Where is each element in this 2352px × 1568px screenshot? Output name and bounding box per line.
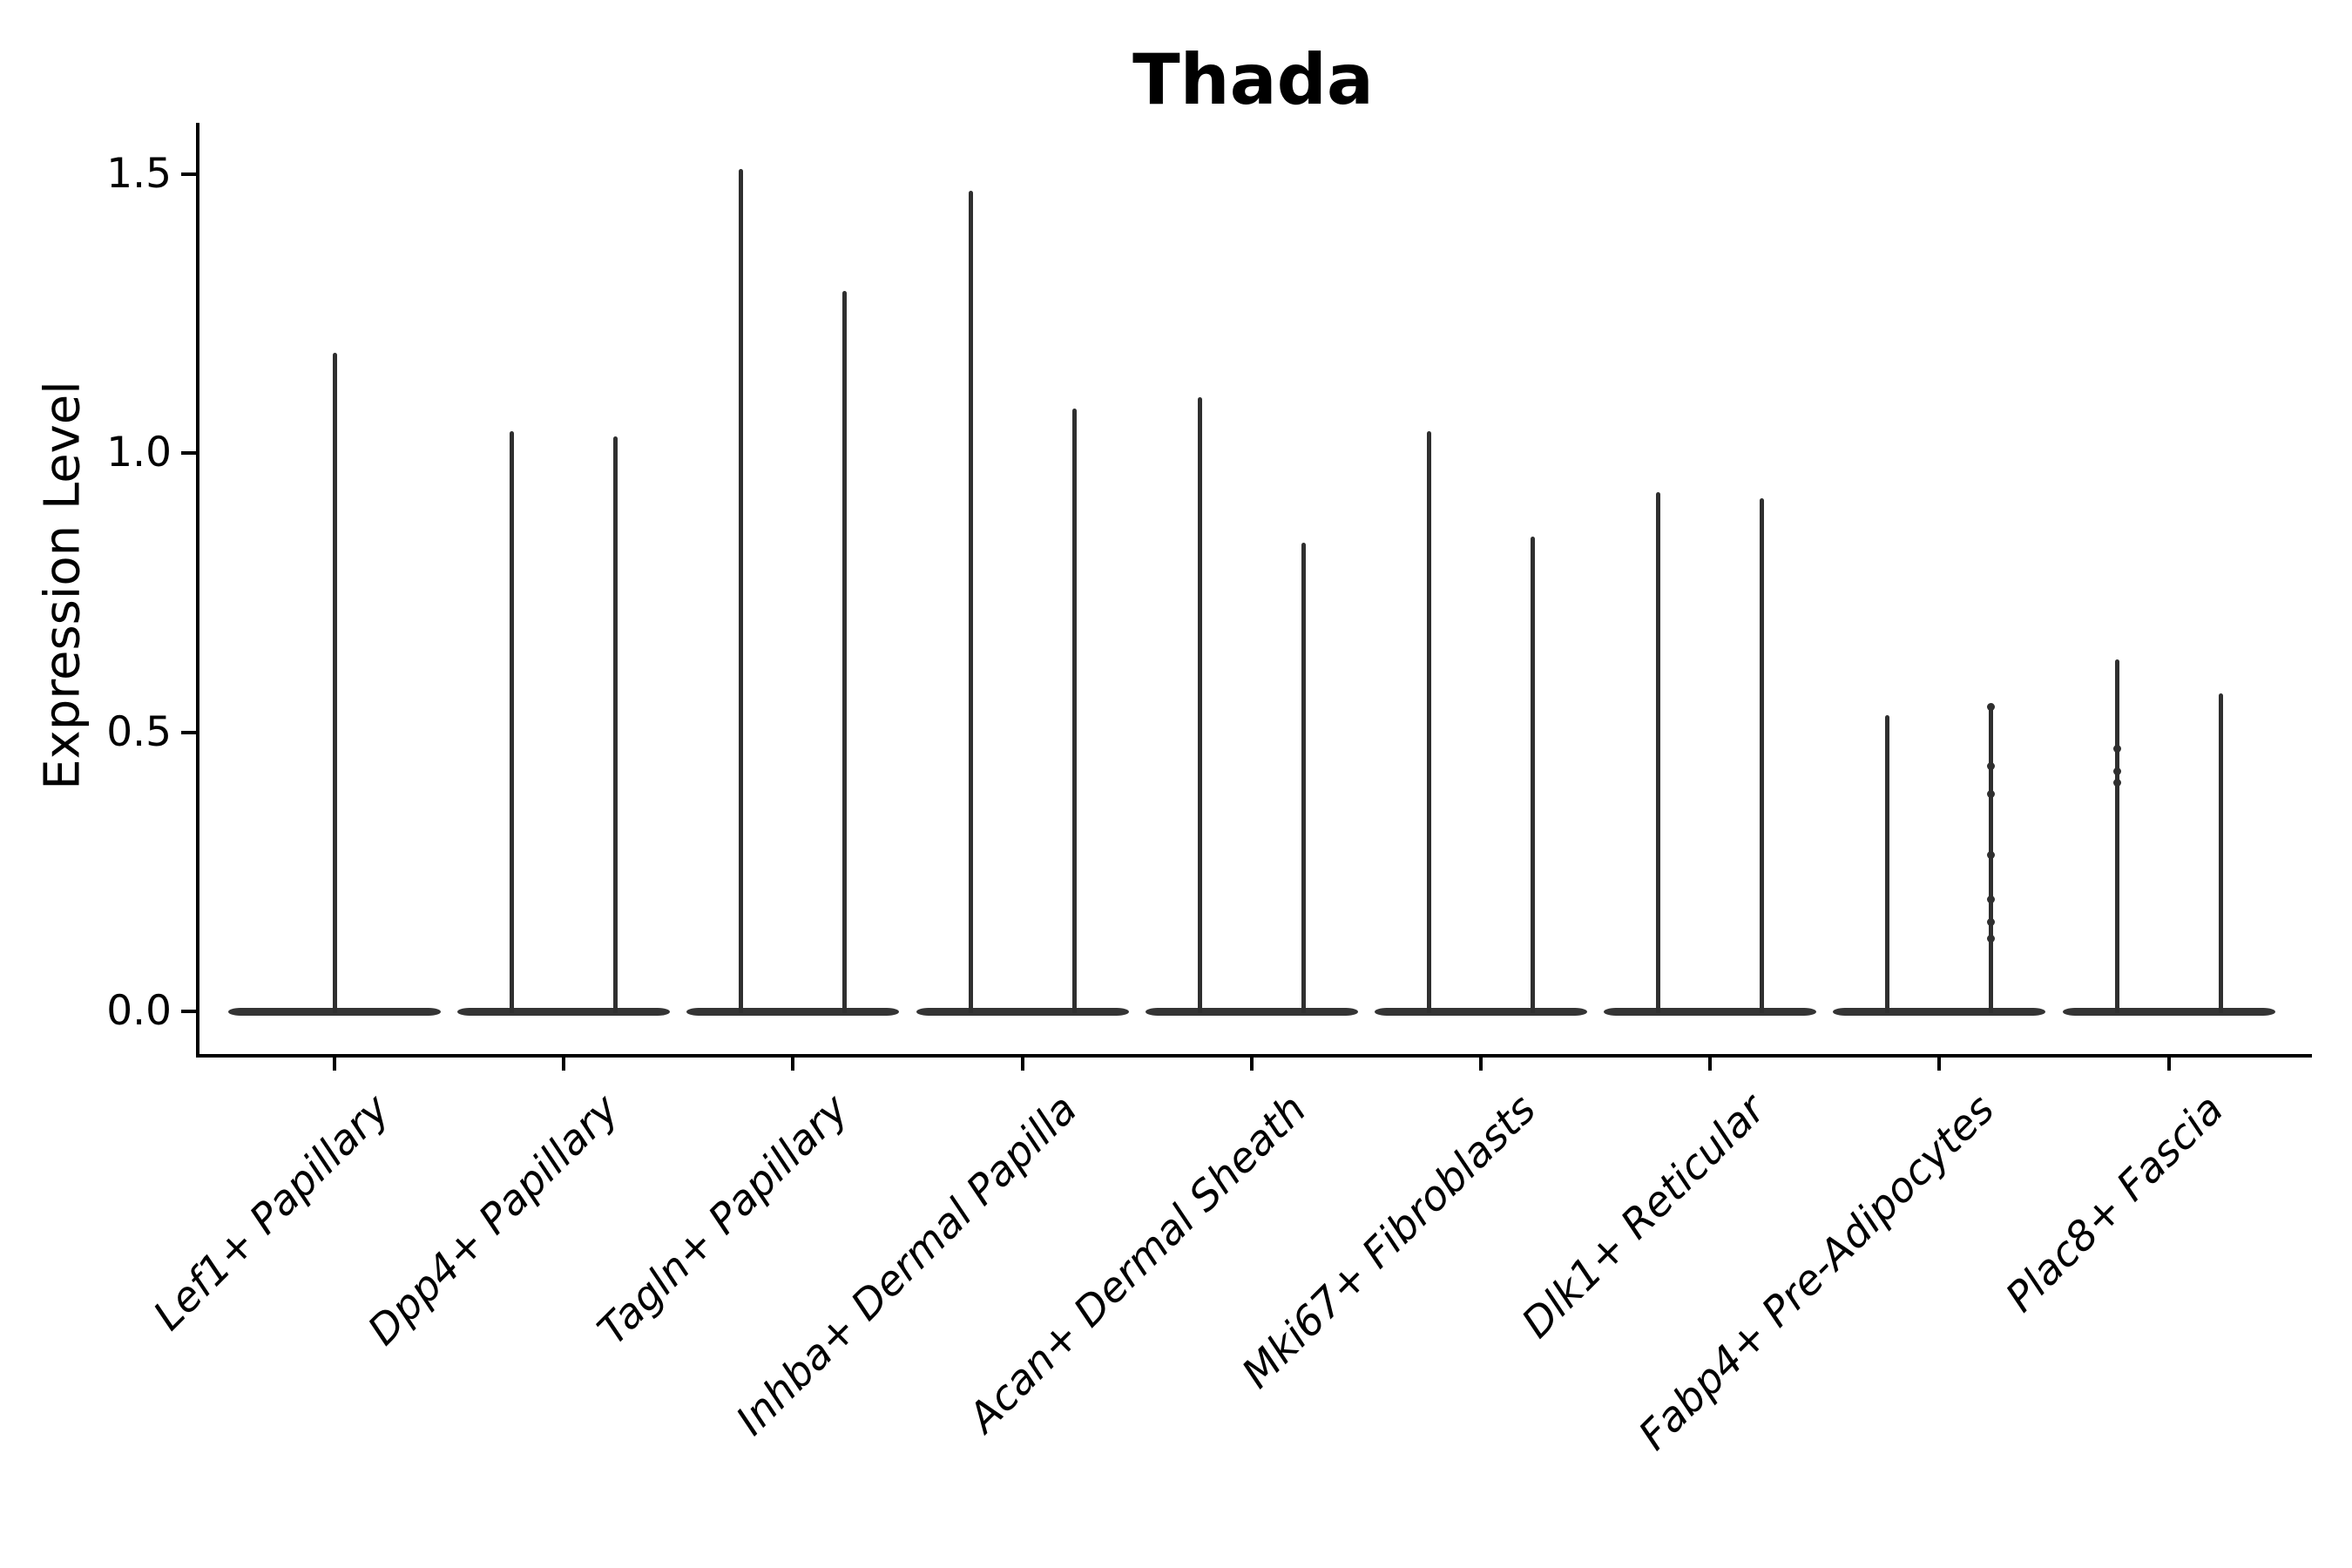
violin-base — [916, 1007, 1129, 1016]
violin-spike — [1427, 430, 1431, 1013]
violin-base — [2062, 1007, 2275, 1016]
violin-spike — [1071, 409, 1077, 1013]
x-tick — [333, 1056, 336, 1071]
violin-spike — [1885, 715, 1890, 1013]
x-tick-label: Dlk1+ Reticular — [1512, 1085, 1775, 1348]
y-tick-label: 1.0 — [106, 429, 172, 477]
x-axis-spine — [196, 1054, 2312, 1058]
violin-spike — [510, 430, 515, 1013]
y-tick-label: 0.5 — [106, 707, 172, 756]
violin-spike — [613, 436, 618, 1013]
x-tick-label: Dpp4+ Papillary — [358, 1085, 629, 1355]
x-tick-label: Lef1+ Papillary — [144, 1085, 399, 1341]
expression-dot — [1987, 896, 1996, 904]
x-tick — [1479, 1056, 1483, 1071]
violin-spike — [1760, 497, 1765, 1013]
violin-spike — [968, 191, 973, 1013]
x-tick-label: Plac8+ Fascia — [1997, 1085, 2234, 1322]
y-tick — [181, 172, 198, 176]
y-tick — [181, 1010, 198, 1013]
x-tick-label: Tagln+ Papillary — [588, 1085, 858, 1355]
violin-spike — [1656, 492, 1661, 1013]
expression-dot — [1987, 789, 1996, 798]
violin-spike — [2218, 693, 2223, 1013]
y-axis-label: Expression Level — [34, 381, 91, 790]
violin-spike — [842, 291, 848, 1013]
expression-dot — [1987, 917, 1996, 926]
violin-spike — [2114, 659, 2119, 1013]
violin-base — [1604, 1007, 1817, 1016]
x-tick — [1708, 1056, 1713, 1071]
violin-base — [686, 1007, 900, 1016]
y-axis-spine — [196, 123, 199, 1058]
chart-title: Thada — [1132, 39, 1374, 120]
y-tick-label: 1.5 — [106, 149, 172, 198]
violin-spike — [1197, 397, 1202, 1013]
violin-base — [1833, 1007, 2046, 1016]
expression-dot — [1987, 761, 1996, 770]
x-tick — [562, 1056, 566, 1071]
violin-spike — [1301, 542, 1306, 1013]
expression-dot — [2112, 778, 2121, 787]
violin-spike — [739, 168, 744, 1013]
y-tick — [181, 730, 198, 734]
expression-dot — [1987, 703, 1996, 712]
violin-spike — [332, 352, 337, 1013]
expression-dot — [2112, 767, 2121, 775]
expression-dot — [2112, 745, 2121, 754]
x-tick — [1937, 1056, 1942, 1071]
y-tick — [181, 451, 198, 456]
violin-spike — [1531, 537, 1535, 1013]
x-tick — [1249, 1056, 1254, 1071]
expression-dot — [1987, 935, 1996, 943]
violin-base — [1375, 1007, 1587, 1016]
y-tick-label: 0.0 — [106, 987, 172, 1035]
violin-base — [1145, 1007, 1358, 1016]
x-tick — [1020, 1056, 1024, 1071]
x-tick — [791, 1056, 795, 1071]
expression-dot — [1987, 851, 1996, 860]
x-tick — [2166, 1056, 2171, 1071]
violin-base — [457, 1007, 671, 1016]
